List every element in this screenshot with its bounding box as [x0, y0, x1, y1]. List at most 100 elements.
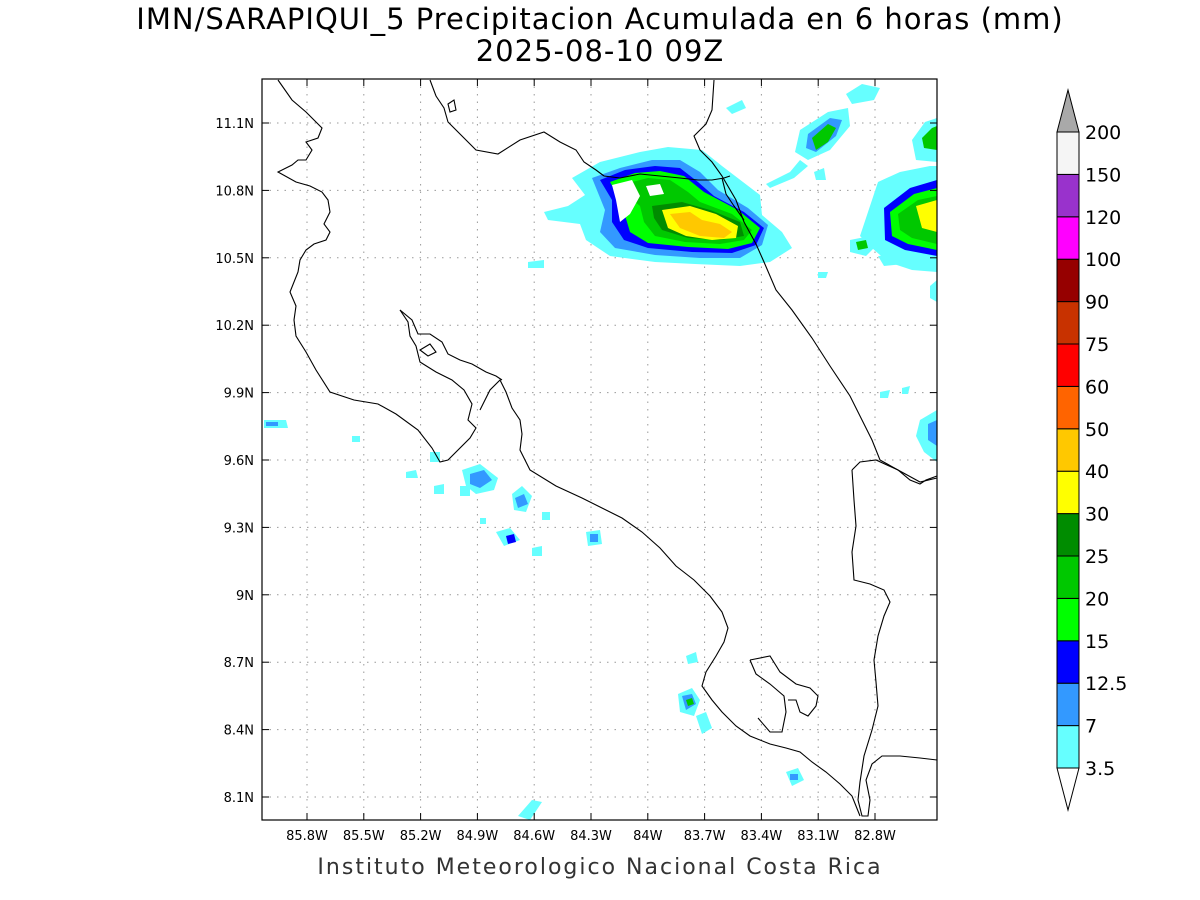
longitude-axis: 85.8W 85.5W 85.2W 84.9W 84.6W 84.3W 84W 83.7W 83… — [286, 79, 896, 844]
precip-area-cyan — [726, 100, 746, 114]
lat-tick-label: 10.8N — [215, 184, 254, 199]
precipitation-field — [264, 84, 937, 820]
colorbar-swatch — [1056, 555, 1080, 599]
colorbar-max-arrow — [1056, 88, 1080, 133]
colorbar-swatch — [1056, 131, 1080, 175]
precip-area-cyan — [902, 386, 910, 394]
colorbar-swatch — [1056, 216, 1080, 260]
map-panel — [261, 78, 938, 821]
lon-tick-label: 83.7W — [684, 829, 726, 844]
colorbar-label: 120 — [1085, 207, 1121, 229]
colorbar-label: 200 — [1085, 122, 1121, 144]
precip-area-cyan — [814, 168, 826, 180]
gridlines — [262, 79, 937, 820]
title-line-1: IMN/SARAPIQUI_5 Precipitacion Acumulada … — [136, 2, 1064, 36]
colorbar-label: 3.5 — [1085, 758, 1115, 780]
lon-tick-label: 84.9W — [456, 829, 498, 844]
precip-area-green — [856, 240, 868, 250]
coastlines — [276, 79, 938, 817]
precip-area-blue — [506, 534, 516, 544]
lat-tick-label: 10.2N — [215, 319, 254, 334]
title-line-2: 2025-08-10 09Z — [475, 34, 725, 68]
island — [419, 343, 437, 357]
precip-area-blue — [928, 420, 937, 446]
colorbar-label: 12.5 — [1085, 673, 1127, 695]
colorbar-min-arrow — [1056, 767, 1080, 812]
precip-area-yellow — [916, 200, 937, 232]
coastline-northwest — [276, 79, 477, 463]
colorbar-swatch — [1056, 301, 1080, 345]
coastline-caribbean — [693, 79, 938, 483]
precip-area-cyan — [460, 486, 470, 496]
precip-area-cyan — [532, 546, 542, 556]
precip-area-cyan — [880, 390, 890, 398]
colorbar-swatch — [1056, 343, 1080, 387]
precip-area-cyan — [846, 84, 880, 104]
precip-area-cyan — [686, 652, 698, 664]
coastline-osa — [749, 655, 819, 717]
precip-area-orange — [670, 212, 732, 238]
colorbar-label: 60 — [1085, 376, 1109, 398]
precip-area-cyan — [818, 272, 828, 278]
lon-tick-label: 83.4W — [740, 829, 782, 844]
colorbar: 3.5 7 12.5 15 20 25 30 40 50 60 75 90 100 120 150 200 — [1056, 88, 1127, 812]
lake-nicaragua — [447, 99, 457, 113]
coastline-pacific — [479, 379, 861, 817]
lat-tick-label: 10.5N — [215, 252, 254, 267]
precip-area-blue — [470, 470, 492, 488]
precip-gap — [646, 184, 664, 196]
coastline-atlantic-bay — [721, 177, 745, 221]
precip-area-cyan — [352, 436, 360, 442]
coastline-osa-2 — [749, 659, 787, 733]
colorbar-label: 30 — [1085, 504, 1109, 526]
lon-tick-label: 84W — [633, 829, 663, 844]
lon-tick-label: 82.8W — [854, 829, 896, 844]
precip-area-cyan — [528, 260, 544, 268]
colorbar-label: 100 — [1085, 249, 1121, 271]
colorbar-label: 20 — [1085, 588, 1109, 610]
colorbar-label: 75 — [1085, 334, 1109, 356]
precip-area-cyan — [930, 280, 937, 302]
colorbar-label: 50 — [1085, 419, 1109, 441]
precip-area-cyan — [406, 470, 418, 478]
lat-tick-label: 11.1N — [215, 117, 254, 132]
lon-tick-label: 85.2W — [400, 829, 442, 844]
colorbar-swatch — [1056, 385, 1080, 430]
lat-tick-label: 8.7N — [224, 656, 254, 671]
precip-area-cyan — [430, 452, 440, 462]
lat-tick-label: 9.9N — [224, 387, 254, 402]
colorbar-swatch — [1056, 470, 1080, 515]
lon-tick-label: 85.5W — [343, 829, 385, 844]
lon-tick-label: 83.1W — [797, 829, 839, 844]
latitude-axis: 11.1N 10.8N 10.5N 10.2N 9.9N 9.6N 9.3N 9N 8.7N 8.… — [215, 117, 937, 806]
lat-tick-label: 9.3N — [224, 521, 254, 536]
colorbar-swatch — [1056, 513, 1080, 557]
precip-area-cyan — [542, 512, 550, 520]
colorbar-swatch — [1056, 597, 1080, 642]
lon-tick-label: 84.6W — [513, 829, 555, 844]
colorbar-label: 15 — [1085, 631, 1109, 653]
colorbar-label: 7 — [1085, 716, 1097, 738]
lat-tick-label: 8.4N — [224, 724, 254, 739]
lat-tick-label: 9.6N — [224, 454, 254, 469]
precip-area-green — [922, 126, 937, 150]
precip-area-cyan — [480, 518, 486, 524]
precip-area-cyan — [696, 712, 712, 734]
colorbar-swatch — [1056, 725, 1080, 769]
map-frame — [261, 78, 938, 821]
colorbar-swatch — [1056, 173, 1080, 218]
precip-area-blue — [266, 422, 278, 426]
precip-area-green — [812, 124, 836, 150]
colorbar-label: 40 — [1085, 461, 1109, 483]
precip-area-green — [686, 698, 694, 706]
precip-area-blue — [515, 494, 528, 508]
colorbar-swatch — [1056, 428, 1080, 472]
colorbar-swatch — [1056, 258, 1080, 303]
colorbar-label: 90 — [1085, 292, 1109, 314]
coastline-nicaragua — [429, 79, 605, 177]
coastline-gulf-nicoya — [399, 309, 503, 381]
precip-area-cyan — [434, 484, 444, 494]
colorbar-swatch — [1056, 682, 1080, 727]
precip-gap — [612, 180, 640, 222]
